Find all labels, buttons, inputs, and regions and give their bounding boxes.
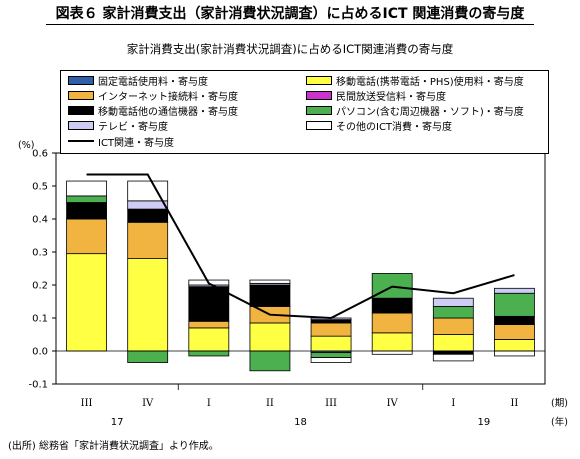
bar-segment [310, 335, 352, 352]
bar-segment [432, 334, 474, 352]
bar-segment [494, 292, 535, 317]
bar-segment [310, 319, 352, 324]
legend-item-mobile-fee: 移動電話(携帯電話・PHS)使用料・寄与度 [306, 74, 524, 88]
x-tick-label: IV [142, 398, 154, 409]
legend-item-landline: 固定電話使用料・寄与度 [68, 74, 208, 88]
legend-swatch [306, 75, 332, 85]
bar-segment [494, 339, 535, 352]
bar-segment [371, 297, 413, 314]
y-tick-label: -0.1 [28, 380, 48, 391]
bar-segment [127, 221, 169, 260]
year-label: 17 [111, 417, 124, 428]
bar-segment [127, 200, 169, 210]
legend-label: パソコン(含む周辺機器・ソフト)・寄与度 [336, 106, 524, 118]
bar-segment [432, 350, 474, 355]
bar-segment [127, 180, 169, 202]
x-tick-label: III [81, 398, 93, 409]
bar-segment [66, 195, 107, 203]
legend-swatch [68, 90, 94, 100]
x-tick-label: IV [387, 398, 399, 409]
legend-item-internet: インターネット接続料・寄与度 [68, 89, 238, 103]
y-axis-unit: (%) [18, 140, 34, 151]
y-tick-label: 0.2 [32, 281, 48, 292]
year-label: 18 [294, 417, 307, 428]
bar-segment [127, 258, 169, 352]
legend-item-pc: パソコン(含む周辺機器・ソフト)・寄与度 [306, 104, 524, 118]
bar-segment [494, 350, 535, 357]
bar-segment [494, 315, 535, 326]
bar-segment [310, 357, 352, 363]
x-tick-label: I [451, 398, 455, 409]
legend-item-tv: テレビ・寄与度 [68, 119, 168, 133]
x-axis-period-unit: (期) [551, 398, 568, 409]
legend-label: その他のICT消費・寄与度 [336, 121, 453, 133]
bar-segment [66, 218, 107, 255]
bar-segment [66, 180, 107, 197]
bar-segment [432, 306, 474, 319]
bar-segment [188, 350, 230, 357]
source-note: (出所) 総務省「家計消費状況調査」より作成。 [8, 441, 219, 452]
x-tick-label: I [207, 398, 211, 409]
bar-segment [66, 202, 107, 220]
legend-label: ICT関連・寄与度 [98, 137, 175, 149]
legend-label: 移動電話他の通信機器・寄与度 [98, 106, 238, 118]
x-axis-year-unit: (年) [551, 416, 568, 428]
bar-segment [249, 279, 291, 284]
legend-line-swatch [68, 140, 94, 142]
legend-item-other-ict: その他のICT消費・寄与度 [306, 119, 453, 133]
legend-label: 民間放送受信料・寄与度 [336, 91, 446, 103]
bar-segment [310, 322, 352, 337]
bar-segment [432, 297, 474, 307]
x-tick-label: II [266, 398, 274, 409]
bar-segment [494, 287, 535, 294]
legend-label: 固定電話使用料・寄与度 [98, 76, 208, 88]
chart-title: 家計消費支出(家計消費状況調査)に占めるICT関連消費の寄与度 [126, 42, 454, 56]
y-tick-label: 0.3 [32, 248, 48, 259]
bar-segment [371, 312, 413, 334]
ict-total-line [86, 173, 515, 320]
legend-swatch [306, 105, 332, 115]
bar-segment [249, 322, 291, 352]
bar-segment [310, 352, 352, 358]
bar-segment [432, 353, 474, 362]
y-tick-label: 0.4 [32, 215, 48, 226]
legend-label: テレビ・寄与度 [98, 121, 168, 133]
legend-swatch [68, 120, 94, 130]
x-tick-label: II [510, 398, 518, 409]
legend-item-ict-line: ICT関連・寄与度 [68, 135, 175, 149]
year-label: 19 [478, 417, 491, 428]
y-tick-label: 0.1 [32, 314, 48, 325]
bar-segment [66, 253, 107, 352]
bar-segment [188, 320, 230, 329]
y-tick-label: 0.0 [32, 347, 48, 358]
legend: 固定電話使用料・寄与度 移動電話(携帯電話・PHS)使用料・寄与度 インターネッ… [60, 70, 549, 154]
bar-segment [371, 350, 413, 355]
legend-swatch [306, 90, 332, 100]
title-underline [46, 24, 534, 25]
legend-label: 移動電話(携帯電話・PHS)使用料・寄与度 [336, 76, 524, 88]
legend-swatch [68, 75, 94, 85]
legend-item-mobile-devices: 移動電話他の通信機器・寄与度 [68, 104, 238, 118]
bar-segment [249, 284, 291, 307]
bar-segment [249, 350, 291, 372]
bar-segment [188, 286, 230, 322]
bar-segment [127, 208, 169, 223]
legend-swatch [306, 120, 332, 130]
legend-item-broadcast: 民間放送受信料・寄与度 [306, 89, 446, 103]
bar-segment [494, 324, 535, 340]
x-tick-label: III [325, 398, 337, 409]
bar-segment [127, 350, 169, 363]
y-tick-label: 0.5 [32, 182, 48, 193]
legend-label: インターネット接続料・寄与度 [98, 91, 238, 103]
bar-segment [188, 327, 230, 352]
bar-segment [432, 317, 474, 335]
y-tick-label: 0.6 [32, 149, 48, 160]
bar-segment [371, 332, 413, 352]
legend-swatch [68, 105, 94, 115]
figure-title: 図表６ 家計消費支出（家計消費状況調査）に占めるICT 関連消費の寄与度 [55, 6, 525, 22]
